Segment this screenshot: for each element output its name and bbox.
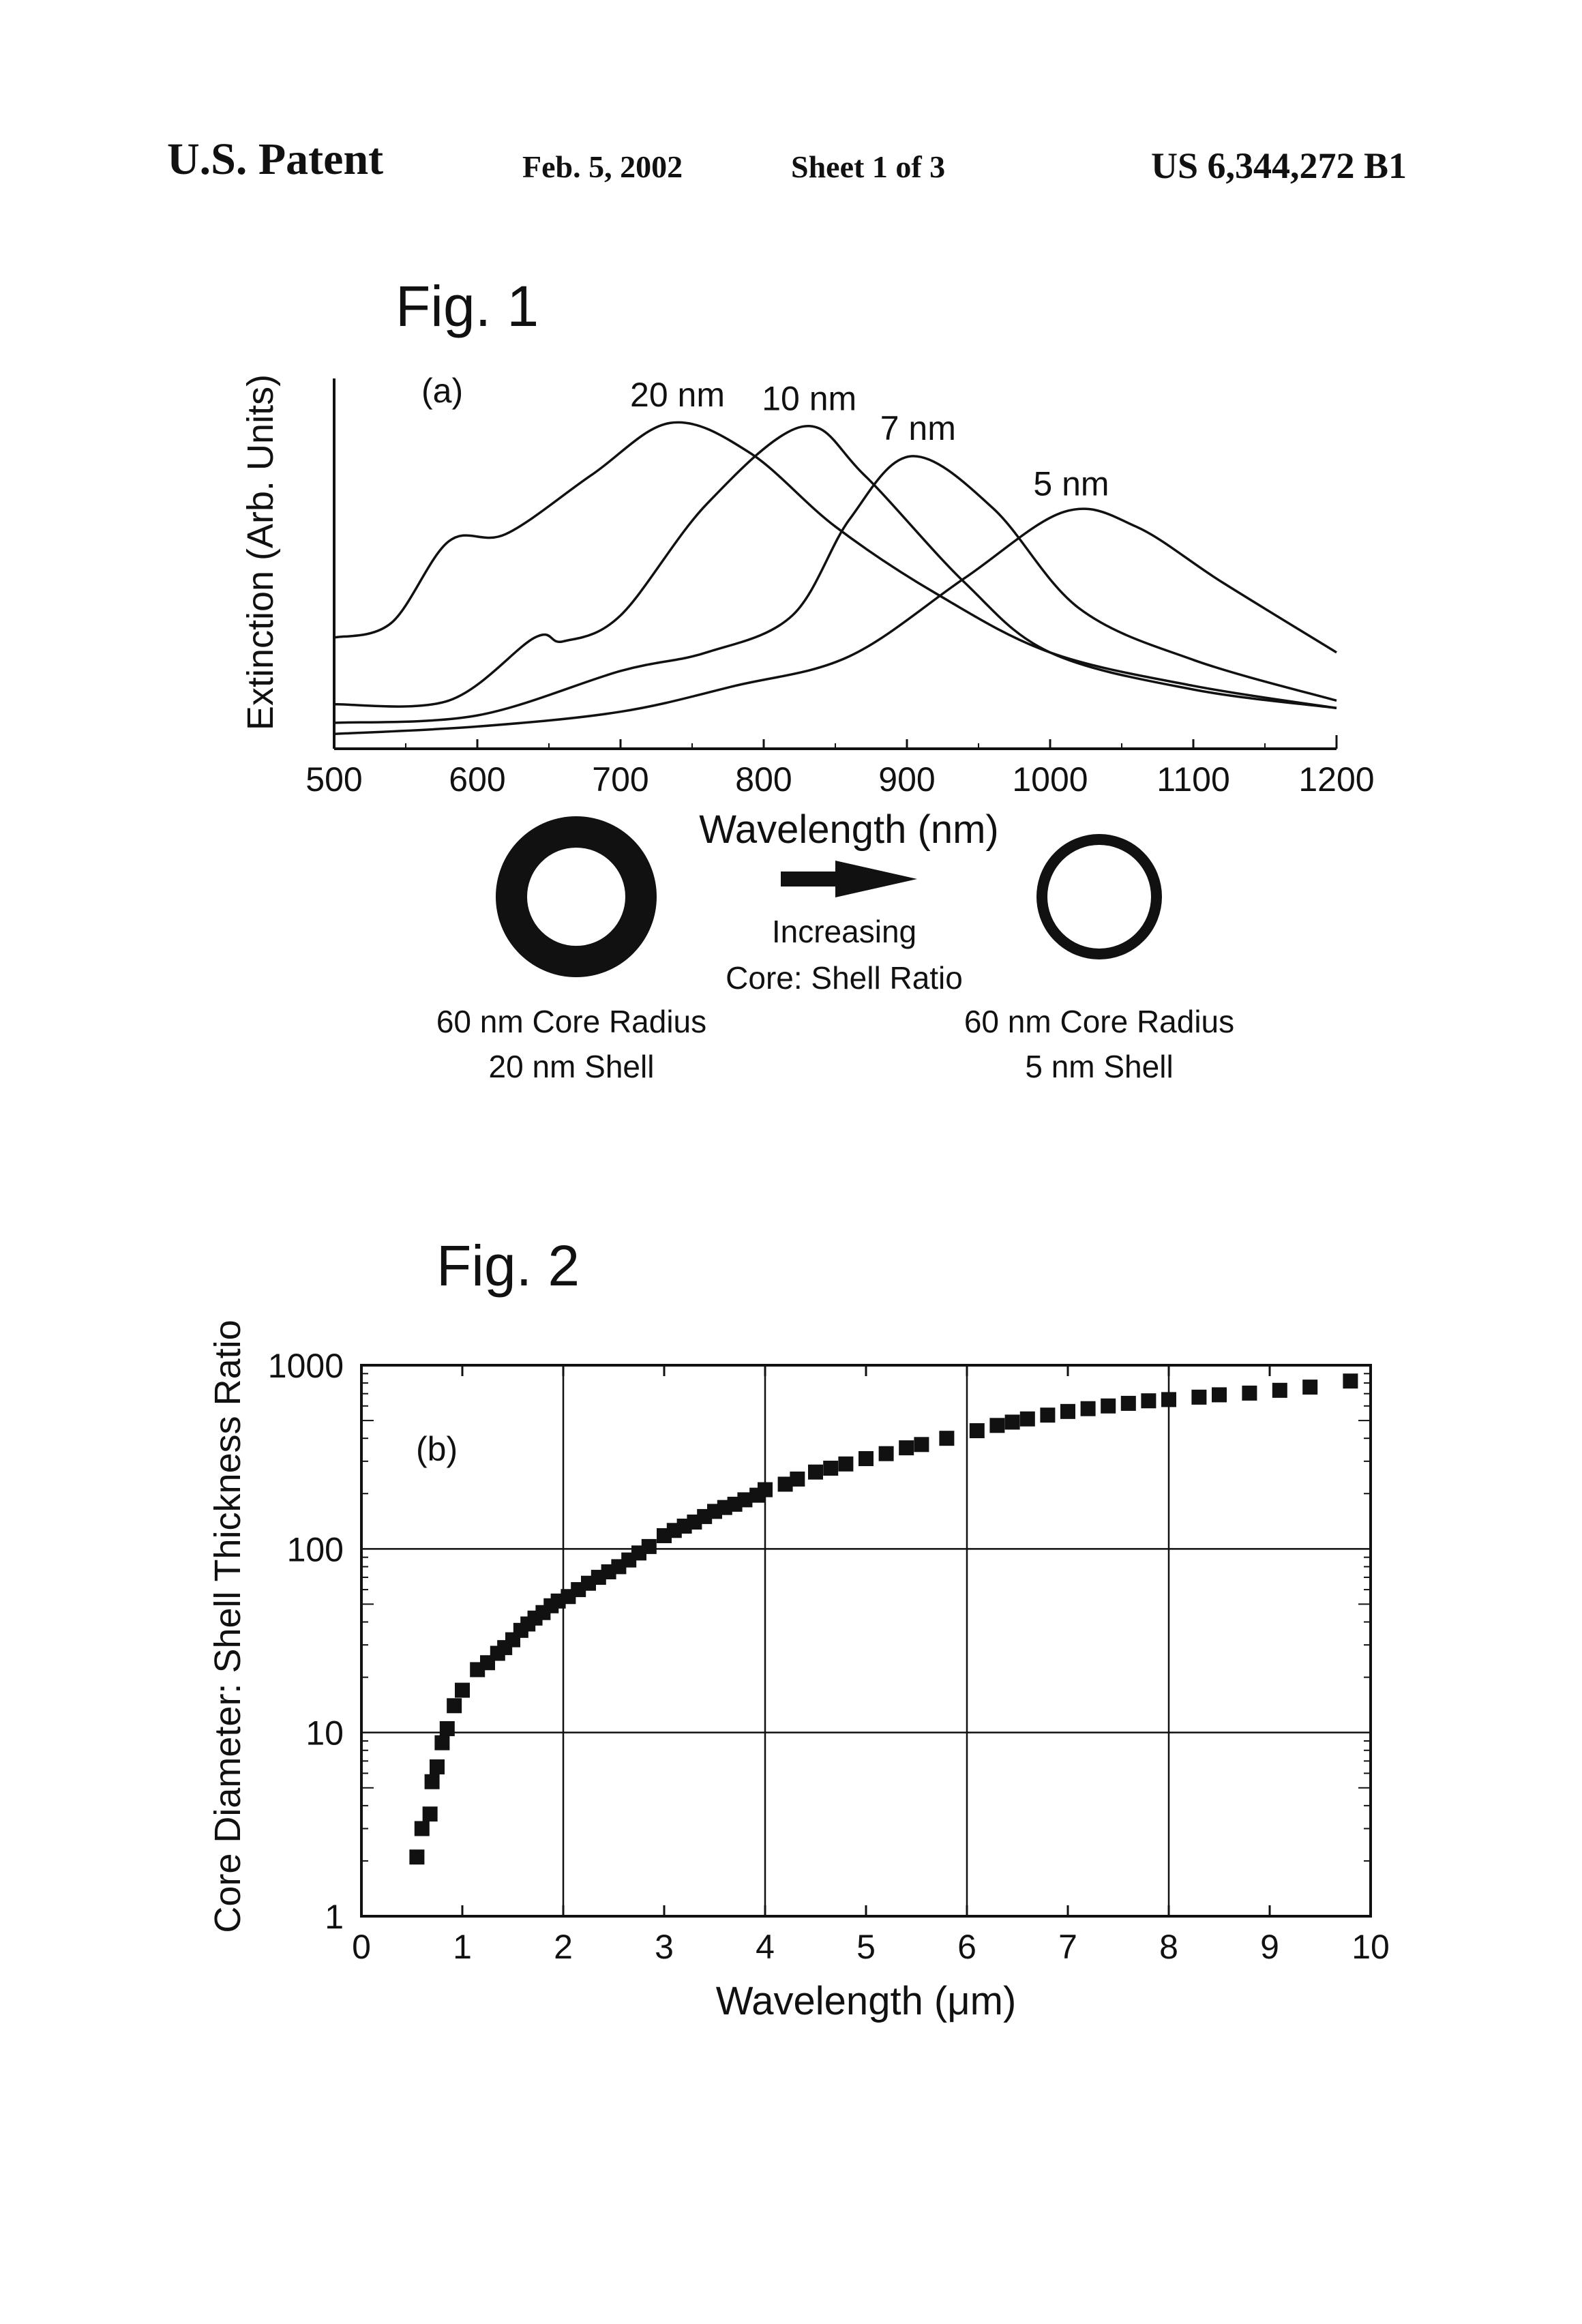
fig2-data-point	[440, 1721, 455, 1736]
fig2-data-point	[1081, 1401, 1096, 1416]
fig1-series-label: 5 nm	[1033, 464, 1109, 503]
fig2-points	[409, 1373, 1358, 1864]
fig2-data-point	[808, 1465, 823, 1480]
fig2-data-point	[914, 1437, 929, 1452]
fig2-data-point	[838, 1457, 853, 1472]
fig2-x-tick-label: 3	[655, 1928, 674, 1966]
left-shell-caption-line-2: 20 nm Shell	[489, 1049, 655, 1084]
fig1-x-tick-label: 800	[735, 760, 792, 799]
fig2-data-point	[1302, 1380, 1317, 1395]
fig2-data-point	[415, 1821, 430, 1836]
fig2-data-point	[1060, 1404, 1075, 1419]
fig2-data-point	[970, 1423, 985, 1438]
fig2-data-point	[1242, 1386, 1257, 1401]
fig2-data-point	[434, 1735, 449, 1751]
fig2-data-point	[1212, 1387, 1227, 1402]
fig2-y-tick-label: 1	[325, 1898, 344, 1936]
fig1-series-line	[334, 456, 1337, 723]
fig2-y-tick-label: 10	[305, 1714, 344, 1753]
fig2-data-point	[1161, 1392, 1176, 1407]
fig2-data-point	[430, 1759, 445, 1774]
fig2-data-point	[425, 1774, 440, 1789]
fig2-x-tick-label: 2	[554, 1928, 573, 1966]
fig1-plot-area	[334, 378, 1337, 749]
fig1-curves	[334, 422, 1337, 734]
fig1-series-label: 7 nm	[880, 409, 956, 447]
fig2-x-tick-label: 8	[1159, 1928, 1178, 1966]
fig1-x-tick-label: 600	[449, 760, 505, 799]
fig1-panel-label: (a)	[421, 372, 463, 410]
thin-shell-icon	[1042, 839, 1156, 954]
left-shell-caption-line-1: 60 nm Core Radius	[436, 1004, 706, 1039]
fig2-data-point	[899, 1440, 914, 1455]
fig2-x-tick-label: 5	[856, 1928, 876, 1966]
fig1-x-tick-label: 500	[305, 760, 362, 799]
fig1-x-tick-labels: 500 600 700 800 900 1000 1100 1200	[305, 760, 1374, 799]
fig1-series-label: 20 nm	[630, 376, 725, 414]
fig2-data-point	[447, 1698, 462, 1713]
fig2-data-point	[823, 1461, 838, 1476]
fig2-data-point	[642, 1539, 657, 1554]
fig2-title: Fig. 2	[436, 1234, 580, 1298]
fig2-data-point	[1040, 1407, 1055, 1422]
fig2-x-tick-label: 10	[1352, 1928, 1390, 1966]
fig2-x-tick-label: 6	[957, 1928, 976, 1966]
fig2-data-point	[1005, 1414, 1020, 1429]
fig2-x-axis-label: Wavelength (μm)	[716, 1979, 1017, 2023]
fig2-data-point	[1272, 1383, 1287, 1398]
fig2-y-tick-label: 1000	[268, 1347, 344, 1385]
arrow-caption-line-2: Core: Shell Ratio	[726, 960, 963, 996]
fig2-data-point	[409, 1849, 424, 1864]
fig1-x-tick-label: 900	[878, 760, 935, 799]
fig2-data-point	[758, 1483, 773, 1498]
fig2-data-point	[1121, 1396, 1136, 1411]
fig1-series-label: 10 nm	[762, 380, 856, 418]
fig2-x-tick-label: 0	[352, 1928, 371, 1966]
fig2-data-point	[1101, 1399, 1116, 1414]
fig2-x-tick-label: 7	[1058, 1928, 1077, 1966]
fig2-x-tick-label: 1	[453, 1928, 472, 1966]
fig1-x-tick-label: 1100	[1156, 760, 1230, 799]
fig1-series-line	[334, 422, 1337, 708]
fig2-data-point	[859, 1451, 874, 1466]
fig1-title: Fig. 1	[395, 274, 539, 338]
fig1-x-axis-label: Wavelength (nm)	[699, 807, 998, 852]
right-shell-caption-line-1: 60 nm Core Radius	[964, 1004, 1234, 1039]
fig2-x-tick-label: 9	[1260, 1928, 1279, 1966]
fig2-data-point	[1191, 1390, 1206, 1405]
fig2-data-point	[1141, 1393, 1156, 1408]
fig2-data-point	[423, 1806, 438, 1821]
fig1-x-tick-label: 700	[592, 760, 648, 799]
fig1-y-axis-label: Extinction (Arb. Units)	[240, 374, 281, 730]
fig1-x-tick-label: 1000	[1012, 760, 1088, 799]
right-arrow-icon	[781, 861, 917, 897]
fig2-y-tick-label: 100	[287, 1530, 344, 1568]
fig2-panel-label: (b)	[416, 1430, 458, 1468]
right-shell-caption-line-2: 5 nm Shell	[1025, 1049, 1173, 1084]
fig2-data-point	[989, 1418, 1004, 1433]
thick-shell-icon	[511, 832, 641, 962]
fig2-data-point	[455, 1683, 470, 1698]
fig1-x-ticks	[334, 739, 1337, 749]
fig1-series-labels: 20 nm 10 nm 7 nm 5 nm	[630, 376, 1109, 503]
fig2-data-point	[790, 1472, 805, 1487]
fig2-data-point	[879, 1446, 894, 1461]
fig1-x-tick-label: 1200	[1298, 760, 1374, 799]
fig2-y-axis-label: Core Diameter: Shell Thickness Ratio	[207, 1320, 248, 1933]
fig2-data-point	[939, 1431, 954, 1446]
fig2-x-tick-label: 4	[756, 1928, 775, 1966]
arrow-caption-line-1: Increasing	[772, 914, 916, 949]
fig1-series-line	[334, 426, 1337, 709]
fig2-data-point	[1343, 1373, 1358, 1388]
fig2-data-point	[1020, 1412, 1035, 1427]
